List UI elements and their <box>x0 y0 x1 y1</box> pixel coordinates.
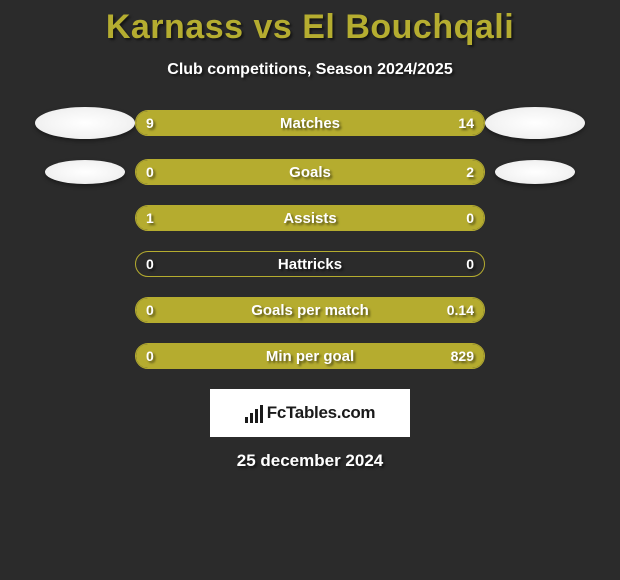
stat-bar-hattricks: 0 Hattricks 0 <box>135 251 485 277</box>
stat-value-right: 2 <box>466 160 474 184</box>
stat-value-right: 0.14 <box>447 298 474 322</box>
stat-value-right: 0 <box>466 252 474 276</box>
stat-row: 0 Goals per match 0.14 <box>0 297 620 323</box>
stat-label: Goals <box>136 160 484 184</box>
stat-label: Goals per match <box>136 298 484 322</box>
stat-row: 0 Min per goal 829 <box>0 343 620 369</box>
player-badge-left <box>45 160 125 184</box>
player-badge-right <box>485 107 585 139</box>
right-badge-slot <box>485 160 585 184</box>
page-title: Karnass vs El Bouchqali <box>0 0 620 47</box>
stat-row: 9 Matches 14 <box>0 107 620 139</box>
stats-container: 9 Matches 14 0 Goals 2 1 Assists <box>0 107 620 369</box>
brand-badge: FcTables.com <box>210 389 410 437</box>
stat-row: 1 Assists 0 <box>0 205 620 231</box>
stat-label: Matches <box>136 111 484 135</box>
stat-value-right: 829 <box>451 344 474 368</box>
stat-label: Min per goal <box>136 344 484 368</box>
stat-bar-gpm: 0 Goals per match 0.14 <box>135 297 485 323</box>
stat-row: 0 Goals 2 <box>0 159 620 185</box>
stat-bar-assists: 1 Assists 0 <box>135 205 485 231</box>
player-badge-right <box>495 160 575 184</box>
left-badge-slot <box>35 160 135 184</box>
right-badge-slot <box>485 107 585 139</box>
stat-label: Hattricks <box>136 252 484 276</box>
stat-label: Assists <box>136 206 484 230</box>
page-subtitle: Club competitions, Season 2024/2025 <box>0 61 620 79</box>
left-badge-slot <box>35 107 135 139</box>
stat-value-right: 0 <box>466 206 474 230</box>
stat-bar-matches: 9 Matches 14 <box>135 110 485 136</box>
stat-value-right: 14 <box>458 111 474 135</box>
stat-bar-mpg: 0 Min per goal 829 <box>135 343 485 369</box>
stat-row: 0 Hattricks 0 <box>0 251 620 277</box>
brand-bars-icon <box>245 403 263 423</box>
date-label: 25 december 2024 <box>0 451 620 471</box>
player-badge-left <box>35 107 135 139</box>
stat-bar-goals: 0 Goals 2 <box>135 159 485 185</box>
brand-text: FcTables.com <box>267 403 376 423</box>
